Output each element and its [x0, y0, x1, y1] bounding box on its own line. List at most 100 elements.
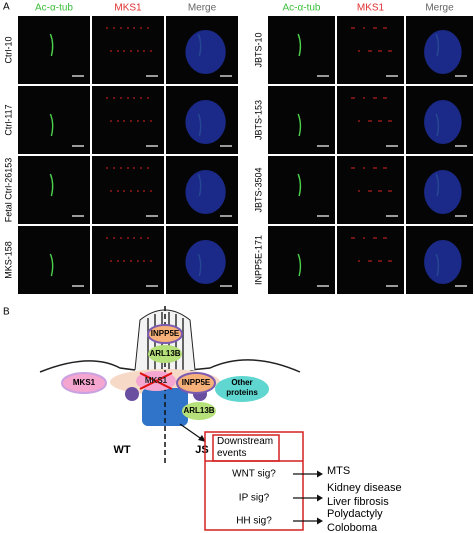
speckle: [375, 97, 377, 99]
speckle: [370, 260, 372, 262]
micrograph: [18, 86, 90, 154]
speckle: [133, 167, 135, 169]
speckle: [373, 237, 375, 239]
speckle: [390, 260, 392, 262]
speckle: [120, 237, 122, 239]
row-label: JBTS-153: [253, 100, 263, 140]
cilium: [297, 113, 302, 137]
cilium: [49, 253, 54, 277]
speckle: [133, 237, 135, 239]
condition-label: WT: [113, 444, 130, 456]
speckle: [110, 120, 112, 122]
speckle: [137, 190, 139, 192]
speckle: [113, 97, 115, 99]
speckle: [130, 50, 132, 52]
speckle: [147, 167, 149, 169]
speckle: [390, 120, 392, 122]
outcome-label: Coloboma: [327, 522, 378, 533]
protein-label-box: Other proteins: [226, 378, 258, 397]
speckle: [363, 237, 365, 239]
speckle: [150, 50, 152, 52]
cilium: [297, 33, 302, 57]
micrograph: [18, 226, 90, 294]
speckle: [353, 237, 355, 239]
speckle: [113, 27, 115, 29]
box-title: Downstream events: [217, 436, 274, 459]
nucleus: [185, 30, 226, 74]
speckle: [375, 167, 377, 169]
arrowhead: [317, 494, 323, 502]
speckle: [133, 97, 135, 99]
speckle: [358, 50, 360, 52]
protein-label: MKS1: [145, 376, 168, 385]
speckle: [368, 120, 370, 122]
speckle: [385, 27, 387, 29]
micrograph: [337, 86, 404, 154]
panel-label: A: [3, 2, 10, 13]
speckle: [351, 237, 353, 239]
speckle: [113, 167, 115, 169]
column-header: Merge: [425, 3, 454, 14]
speckle: [351, 27, 353, 29]
speckle: [106, 97, 108, 99]
micrograph: [268, 86, 335, 154]
micrograph: [337, 226, 404, 294]
speckle: [140, 97, 142, 99]
speckle: [388, 260, 390, 262]
speckle: [130, 120, 132, 122]
micrograph: [92, 86, 164, 154]
speckle: [147, 27, 149, 29]
speckle: [373, 167, 375, 169]
speckle: [123, 50, 125, 52]
speckle: [110, 190, 112, 192]
condition-label: JS: [195, 444, 208, 456]
speckle: [127, 27, 129, 29]
speckle: [130, 260, 132, 262]
nucleus: [424, 100, 462, 144]
column-header: Merge: [188, 3, 217, 14]
speckle: [150, 120, 152, 122]
row-label: JBTS-10: [253, 32, 263, 67]
speckle: [358, 260, 360, 262]
speckle: [378, 260, 380, 262]
micrograph: [92, 16, 164, 84]
speckle: [368, 50, 370, 52]
speckle: [380, 120, 382, 122]
speckle: [140, 237, 142, 239]
nucleus: [424, 170, 462, 214]
speckle: [117, 190, 119, 192]
speckle: [106, 167, 108, 169]
speckle: [106, 27, 108, 29]
micrograph: [268, 226, 335, 294]
speckle: [117, 120, 119, 122]
speckle: [375, 27, 377, 29]
speckle: [368, 260, 370, 262]
row-label: Ctrl-10: [3, 36, 13, 63]
nucleus: [424, 30, 462, 74]
cilium: [297, 253, 302, 277]
speckle: [106, 237, 108, 239]
column-header: MKS1: [357, 3, 385, 14]
outcome-label: MTS: [327, 465, 350, 477]
cilium: [297, 173, 302, 197]
protein-label: INPP5E: [182, 378, 211, 387]
speckle: [390, 190, 392, 192]
speckle: [390, 50, 392, 52]
micrograph: [337, 16, 404, 84]
nucleus: [185, 100, 226, 144]
arrowhead: [317, 470, 323, 478]
micrograph: [268, 16, 335, 84]
column-header: Ac-α-tub: [35, 3, 73, 14]
speckle: [120, 27, 122, 29]
speckle: [123, 190, 125, 192]
speckle: [385, 167, 387, 169]
speckle: [123, 120, 125, 122]
speckle: [388, 190, 390, 192]
speckle: [351, 167, 353, 169]
protein-label: INPP5E: [151, 329, 180, 338]
speckle: [368, 190, 370, 192]
cilium: [49, 33, 54, 57]
box-title-wrap: Downstream events: [217, 436, 274, 459]
signal-label: IP sig?: [239, 493, 270, 504]
speckle: [137, 260, 139, 262]
